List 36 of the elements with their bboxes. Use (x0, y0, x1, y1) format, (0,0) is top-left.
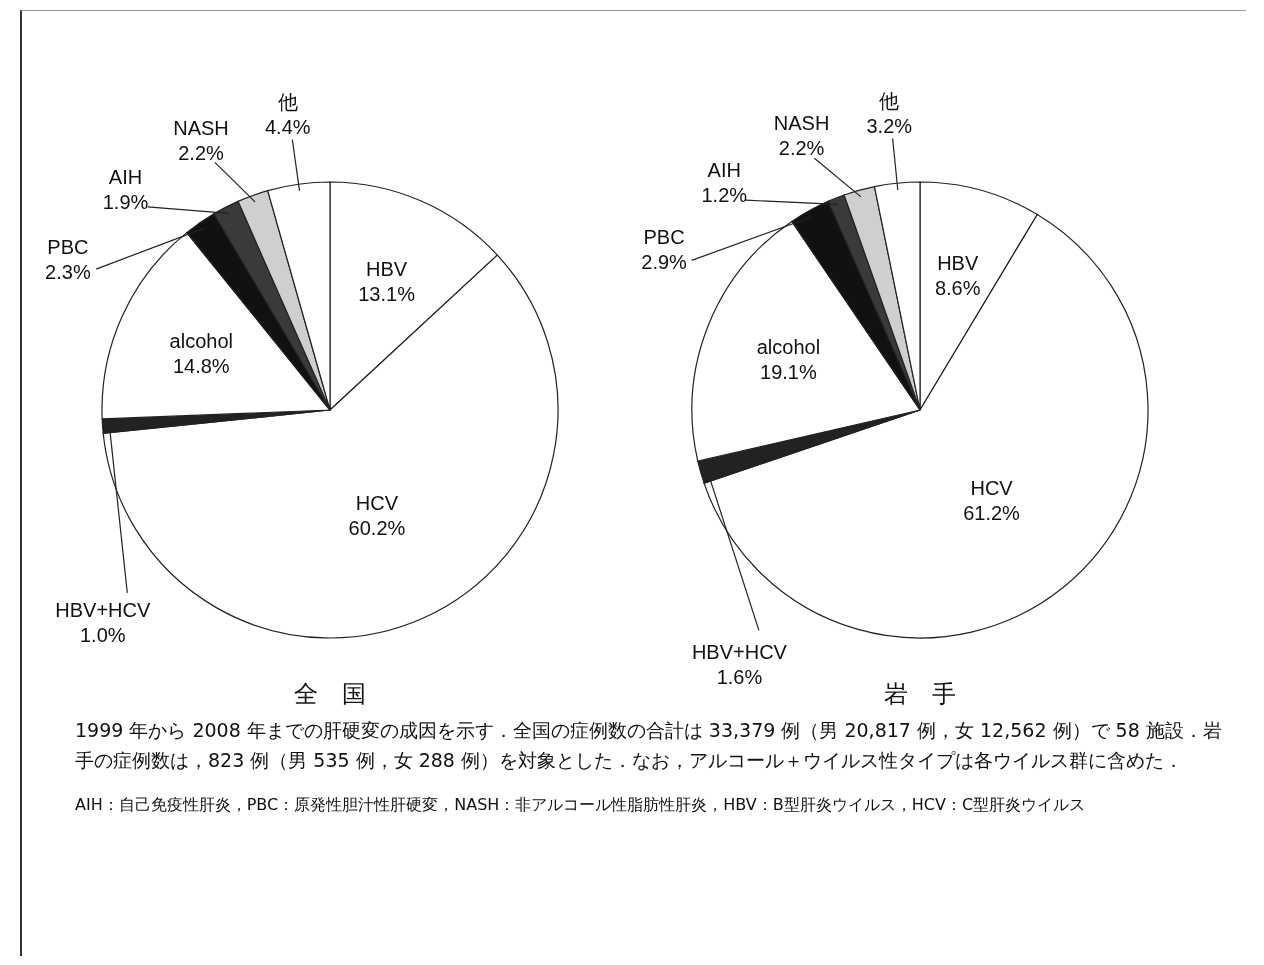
data-label: 4.4% (265, 115, 311, 138)
data-label: 2.3% (45, 261, 91, 284)
slice-label: AIH (707, 158, 741, 181)
slice-label: HBV+HCV (55, 598, 151, 621)
slice-label: 他 (277, 90, 298, 113)
data-label: 2.9% (641, 251, 688, 274)
slice-label: 他 (879, 89, 900, 112)
data-label: 3.2% (866, 114, 913, 137)
slice-label: HCV (970, 476, 1014, 499)
data-label: 14.8% (172, 354, 230, 377)
data-label: 2.2% (178, 141, 225, 164)
data-label: 61.2% (963, 501, 1021, 524)
slice-label: NASH (173, 116, 229, 139)
data-label: 13.1% (358, 283, 416, 306)
slice-label: alcohol (169, 329, 233, 352)
text: 全 国 (294, 680, 366, 708)
data-label: 1.0% (79, 623, 126, 646)
data-label: 1.6% (716, 666, 763, 689)
slice-label: HCV (355, 491, 399, 514)
slice-label: PBC (47, 236, 89, 259)
slice-label: HBV+HCV (691, 641, 788, 664)
data-label: 19.1% (760, 361, 817, 384)
slice-label: AIH (108, 166, 143, 189)
slice-label: NASH (773, 111, 830, 134)
data-label: 1.2% (701, 183, 748, 206)
text: AIH：自己免疫性肝炎，PBC：原発性胆汁性肝硬変，NASH：非アルコール性脂肪性肝炎，HBV：B型肝炎ウイルス，HCV：C型肝炎ウイルス (75, 793, 1087, 816)
slice-label: PBC (643, 226, 685, 249)
slice-label: alcohol (756, 336, 821, 359)
data-label: 60.2% (348, 516, 406, 539)
slice-label: HBV (366, 258, 408, 281)
slice-label: HBV (937, 251, 979, 274)
data-label: 2.2% (778, 136, 825, 159)
text: 1999 年から 2008 年までの肝硬変の成因を示す．全国の症例数の合計は 33,379 例（男 20,817 例，女 12,562 例）で 58 施設．岩手の症例数は，823 例（男 535 例，女 288 例）を対象とした．なお，アルコール＋ウイルス性タイプは各ウイルス群に含めた． (75, 718, 1223, 774)
text: 岩 手 (884, 680, 956, 708)
data-label: 8.6% (934, 276, 981, 299)
data-label: 1.9% (102, 191, 149, 214)
